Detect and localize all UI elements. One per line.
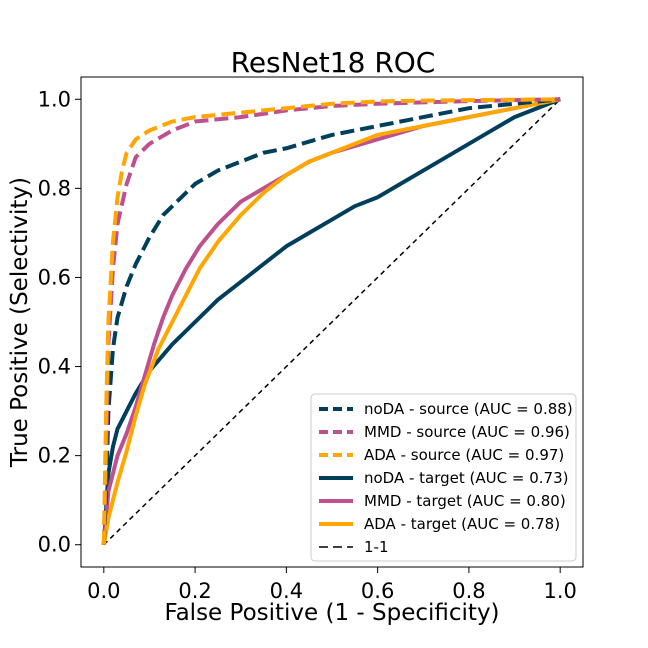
- series-line-mmd-target-auc-0-80: [101, 97, 561, 545]
- x-tick-label: 0.6: [361, 579, 394, 603]
- series-line-noda-target-auc-0-73: [101, 97, 561, 545]
- legend: noDA - source (AUC = 0.88) MMD - source (…: [310, 393, 577, 562]
- y-tick-label: 0.4: [38, 355, 71, 379]
- series-line-ada-target-auc-0-78: [101, 97, 561, 546]
- plot-area: [101, 97, 561, 546]
- y-tick-label: 0.0: [38, 533, 71, 557]
- legend-label-ada-target-auc-0-78: ADA - target (AUC = 0.78): [364, 515, 560, 533]
- legend-label-1-1: 1-1: [364, 538, 389, 556]
- x-axis-label: False Positive (1 - Specificity): [164, 600, 499, 626]
- y-tick-label: 0.8: [38, 176, 71, 200]
- x-tick-label: 0.2: [178, 579, 211, 603]
- x-tick-label: 0.0: [87, 579, 120, 603]
- series-line-1-1: [103, 98, 561, 546]
- y-tick-label: 1.0: [38, 87, 71, 111]
- legend-label-mmd-source-auc-0-96: MMD - source (AUC = 0.96): [364, 423, 570, 441]
- legend-label-noda-source-auc-0-88: noDA - source (AUC = 0.88): [364, 400, 573, 418]
- x-tick-label: 0.8: [452, 579, 485, 603]
- series-line-ada-source-auc-0-97: [101, 97, 561, 545]
- x-tick-label: 0.4: [270, 579, 303, 603]
- legend-label-ada-source-auc-0-97: ADA - source (AUC = 0.97): [364, 446, 564, 464]
- y-tick-label: 0.6: [38, 265, 71, 289]
- legend-label-mmd-target-auc-0-80: MMD - target (AUC = 0.80): [364, 492, 566, 510]
- series-line-noda-source-auc-0-88: [101, 97, 561, 545]
- legend-box: [310, 393, 577, 562]
- axis-ticks: 0.0 0.2 0.4 0.6 0.8 1.0 0.0 0.2 0.4 0.6 0.8 1.0: [38, 87, 577, 603]
- y-axis-label: True Positive (Selectivity): [7, 177, 33, 468]
- legend-label-noda-target-auc-0-73: noDA - target (AUC = 0.73): [364, 469, 568, 487]
- chart-title: ResNet18 ROC: [231, 46, 436, 79]
- axes-frame: [80, 76, 584, 568]
- x-tick-label: 1.0: [543, 579, 576, 603]
- y-tick-label: 0.2: [38, 444, 71, 468]
